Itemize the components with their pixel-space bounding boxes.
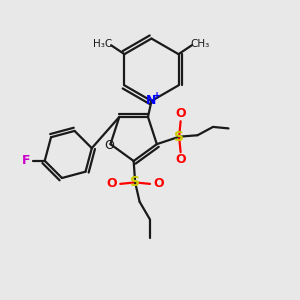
Text: S: S: [130, 176, 140, 189]
Text: O: O: [106, 177, 117, 190]
Text: H₃C: H₃C: [92, 39, 112, 49]
Text: O: O: [153, 177, 164, 190]
Text: S: S: [174, 130, 184, 144]
Text: F: F: [22, 154, 31, 167]
Text: +: +: [153, 91, 161, 100]
Text: CH₃: CH₃: [190, 39, 210, 49]
Text: O: O: [175, 153, 186, 166]
Text: N: N: [146, 94, 157, 107]
Text: O: O: [104, 139, 114, 152]
Text: O: O: [175, 107, 186, 120]
